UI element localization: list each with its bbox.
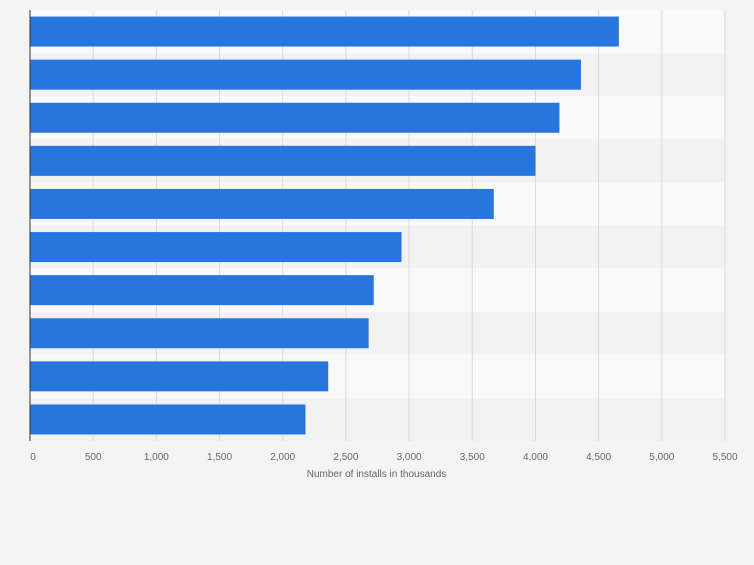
x-tick-label: 3,500 [460, 452, 485, 463]
bar[interactable] [30, 361, 329, 392]
x-axis-label: Number of installs in thousands [307, 469, 447, 480]
bar[interactable] [30, 275, 374, 306]
x-tick-label: 4,000 [523, 452, 548, 463]
bar[interactable] [30, 16, 619, 47]
x-tick-label: 2,500 [333, 452, 358, 463]
bars [30, 16, 619, 435]
x-axis-tick-labels: 0 500 1,000 1,500 2,000 2,500 3,000 3,500 4,000 4… [30, 452, 738, 463]
bar[interactable] [30, 145, 536, 176]
x-tick-label: 5,500 [712, 452, 737, 463]
bar[interactable] [30, 404, 306, 435]
bar[interactable] [30, 59, 581, 90]
x-tick-label: 4,500 [586, 452, 611, 463]
x-tick-label: 2,000 [270, 452, 295, 463]
x-tick-label: 1,500 [207, 452, 232, 463]
x-tick-label: 500 [85, 452, 102, 463]
bar[interactable] [30, 232, 402, 263]
x-tick-label: 0 [30, 452, 36, 463]
bar[interactable] [30, 188, 494, 219]
bar[interactable] [30, 318, 369, 349]
x-tick-label: 5,000 [649, 452, 674, 463]
bar[interactable] [30, 102, 560, 133]
x-tick-label: 1,000 [144, 452, 169, 463]
x-tick-label: 3,000 [397, 452, 422, 463]
